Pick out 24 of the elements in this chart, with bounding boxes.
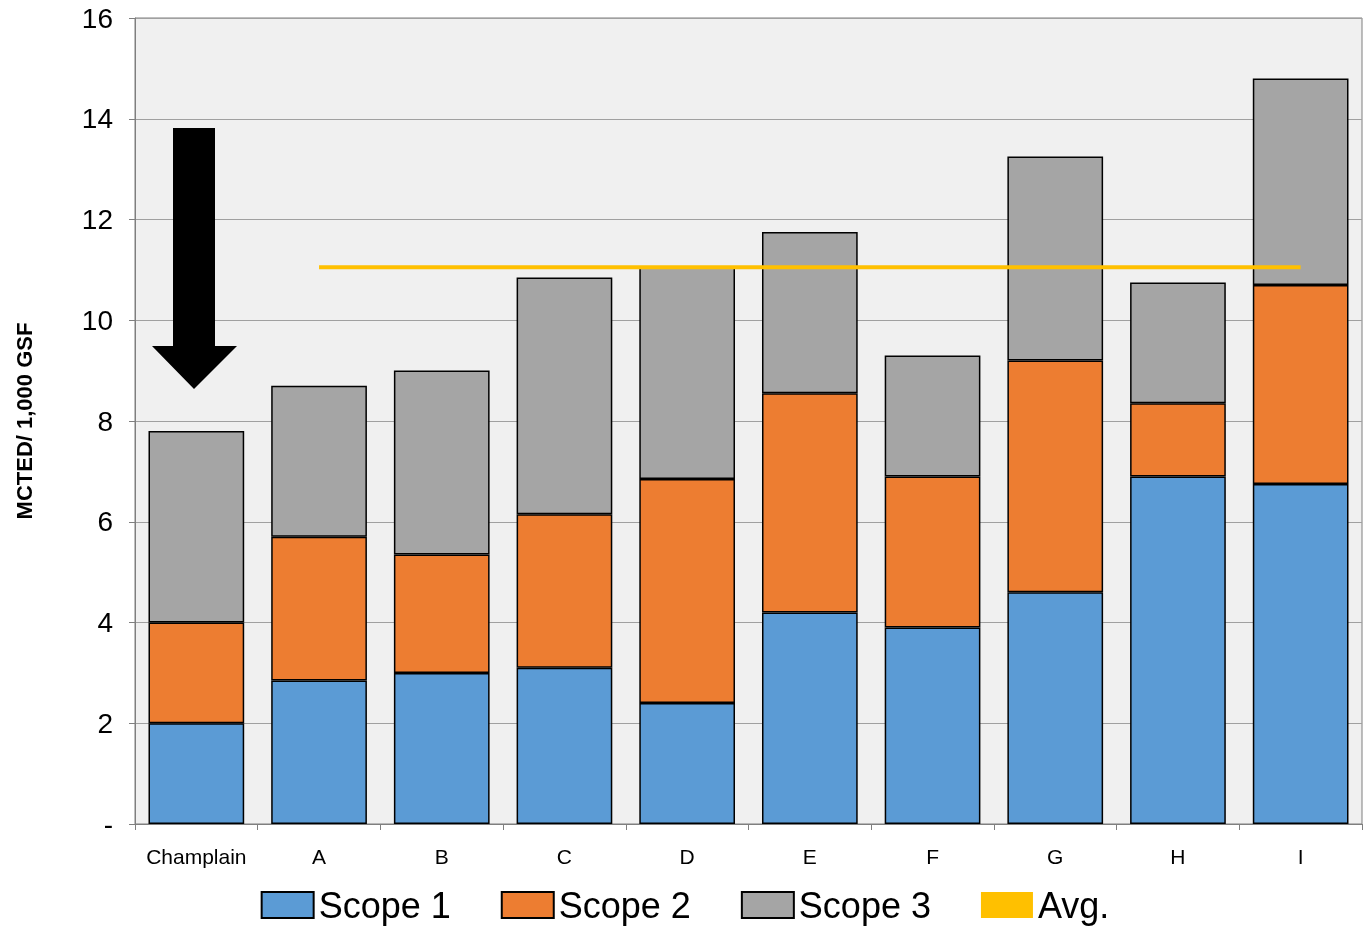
- legend-label: Scope 2: [558, 884, 691, 926]
- legend-label: Scope 3: [798, 884, 931, 926]
- y-tick-label: 12: [81, 204, 113, 235]
- y-tick-label: 8: [97, 405, 113, 437]
- x-tick-label: D: [679, 845, 695, 868]
- x-tick-label: C: [556, 845, 573, 868]
- y-tick-label: -: [103, 808, 113, 840]
- y-axis-title: MCTED/ 1,000 GSF: [11, 322, 37, 520]
- legend-label: Scope 1: [318, 884, 451, 926]
- y-tick-label: 4: [97, 607, 113, 638]
- y-tick-label: 16: [81, 2, 113, 34]
- x-tick-label: B: [434, 845, 449, 868]
- legend-label: Avg.: [1037, 884, 1110, 926]
- x-tick-label: F: [926, 845, 939, 868]
- y-tick-label: 6: [97, 506, 113, 538]
- x-tick-label: E: [802, 845, 817, 868]
- x-tick-label: I: [1297, 845, 1304, 868]
- x-tick-label: H: [1170, 845, 1186, 868]
- y-tick-label: 2: [97, 707, 113, 739]
- x-tick-label: G: [1047, 845, 1064, 868]
- y-tick-label: 10: [81, 304, 113, 336]
- y-tick-label: 14: [81, 103, 113, 135]
- x-tick-label: A: [312, 845, 327, 868]
- x-tick-label: Champlain: [146, 845, 247, 868]
